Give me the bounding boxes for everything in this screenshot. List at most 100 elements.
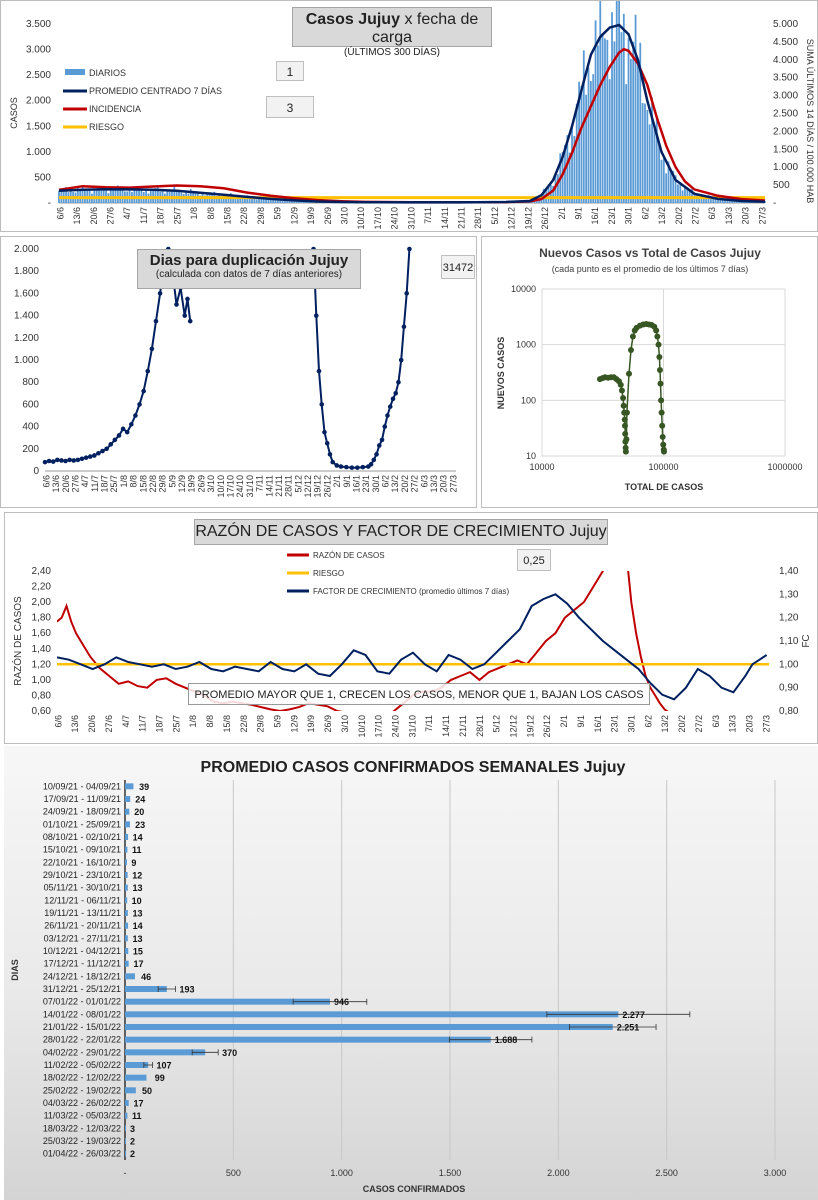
semanal-bar: [125, 808, 130, 815]
casos-bar-diario: [627, 38, 630, 203]
casos-bar-diario: [260, 198, 263, 203]
duplicacion-xtick: 20/2: [400, 475, 410, 493]
casos-xtick: 4/7: [122, 207, 132, 220]
casos-bar-diario: [618, 1, 620, 203]
nuevos-point: [621, 416, 628, 423]
casos-xtick: 1/8: [189, 207, 199, 220]
semanal-value-label: 17: [134, 1099, 144, 1109]
casos-xtick: 31/10: [406, 207, 416, 230]
duplicacion-point: [108, 442, 114, 447]
duplicacion-xtick: 7/11: [255, 475, 265, 492]
casos-xtick: 13/2: [657, 207, 667, 225]
casos-ylabel: CASOS: [9, 97, 19, 129]
semanal-value-label: 370: [222, 1048, 237, 1058]
razon-xtick: 6/3: [711, 715, 721, 728]
casos-bar-diario: [632, 41, 635, 204]
razon-panel: 0,60 0,80 1,00 1,20 1,40 1,60 1,80 2,00 2,20 2,40…: [4, 512, 818, 744]
casos-xtick: 24/10: [390, 207, 400, 230]
casos-bar-diario: [248, 196, 251, 203]
duplicacion-point: [133, 413, 138, 418]
casos-bar-diario: [253, 197, 256, 203]
casos-bar-diario: [549, 184, 552, 203]
nuevos-point: [659, 433, 666, 440]
duplicacion-xtick: 25/7: [109, 475, 119, 493]
casos-bar-diario: [651, 97, 653, 203]
casos-bar-diario: [236, 196, 239, 203]
semanal-value-label: 13: [132, 909, 142, 919]
duplicacion-point: [120, 426, 126, 432]
casos-bar-diario: [587, 67, 590, 204]
razon-legend-label: RIESGO: [313, 569, 344, 578]
semanal-value-label: 24: [135, 795, 145, 805]
semanal-value-label: 12: [132, 871, 142, 881]
duplicacion-xtick: 27/6: [70, 475, 80, 493]
semanal-category: 04/03/22 - 26/02/22: [43, 1098, 121, 1108]
casos-xtick: 7/11: [423, 207, 433, 224]
duplicacion-point: [75, 457, 81, 463]
semanal-bar: [125, 897, 128, 904]
casos-bar-diario: [599, 1, 602, 203]
semanal-value-label: 50: [142, 1086, 152, 1096]
casos-bar-diario: [672, 170, 675, 203]
nuevos-point: [660, 441, 667, 448]
semanal-value-label: 10: [132, 896, 142, 906]
semanal-value-label: 3: [130, 1124, 135, 1134]
casos-legend-label: DIARIOS: [89, 68, 126, 78]
casos-bar-diario: [258, 197, 260, 203]
casos-box-1: 1: [276, 61, 304, 81]
casos-bar-diario: [691, 188, 693, 203]
semanal-category: 10/12/21 - 04/12/21: [43, 946, 121, 956]
duplicacion-point: [368, 462, 374, 467]
casos-ytick-right: 4.500: [773, 37, 798, 48]
casos-bar-diario: [658, 142, 660, 203]
casos-xtick: 10/10: [356, 207, 366, 230]
duplicacion-point: [338, 464, 344, 469]
semanal-category: 24/09/21 - 18/09/21: [43, 807, 121, 817]
casos-bar-diario: [738, 201, 741, 203]
duplicacion-point: [316, 368, 322, 374]
semanal-category: 15/10/21 - 09/10/21: [43, 845, 121, 855]
duplicacion-point: [104, 446, 109, 452]
casos-ytick-left: -: [48, 198, 51, 209]
casos-xtick: 27/2: [691, 207, 701, 225]
semanal-value-label: 2: [130, 1149, 135, 1159]
semanal-category: 17/12/21 - 11/12/21: [44, 959, 121, 969]
casos-bar-diario: [156, 186, 159, 203]
razon-ytick-right: 0,80: [779, 706, 799, 717]
casos-bar-diario: [615, 1, 618, 203]
semanal-title: PROMEDIO CASOS CONFIRMADOS SEMANALES Juj…: [201, 759, 626, 776]
duplicacion-xtick: 16/1: [351, 475, 361, 493]
razon-xtick: 26/9: [323, 715, 333, 733]
semanal-bar: [125, 935, 128, 942]
semanal-value-label: 13: [132, 934, 142, 944]
semanal-bar: [125, 1125, 126, 1132]
casos-ytick-right: -: [773, 198, 776, 209]
duplicacion-ytick: 600: [22, 399, 39, 410]
casos-bar-diario: [714, 198, 717, 203]
semanal-bar: [125, 1011, 619, 1018]
semanal-bar: [125, 973, 135, 980]
duplicacion-ytick: 1.800: [14, 266, 39, 277]
razon-annotation: PROMEDIO MAYOR QUE 1, CRECEN LOS CASOS, …: [188, 683, 650, 705]
semanal-category: 11/03/22 - 05/03/22: [44, 1111, 121, 1121]
casos-ylabel-right: SUMA ÚLTIMOS 14 DÍAS / 100.000 HAB: [805, 39, 815, 203]
casos-bar-diario: [702, 195, 705, 203]
casos-bar-diario: [262, 197, 265, 203]
casos-bar-diario: [592, 74, 595, 203]
duplicacion-xtick: 11/7: [90, 475, 100, 492]
razon-ytick-left: 1,00: [32, 675, 52, 686]
casos-bar-diario: [251, 197, 253, 203]
casos-bar-diario: [662, 157, 665, 203]
duplicacion-point: [83, 455, 89, 460]
casos-bar-diario: [274, 199, 277, 203]
semanal-value-label: 46: [141, 972, 151, 982]
razon-xtick: 3/10: [340, 715, 350, 733]
nuevos-point: [620, 402, 627, 409]
casos-bar-diario: [717, 199, 719, 203]
duplicacion-point: [398, 357, 404, 363]
semanal-value-label: 11: [132, 845, 142, 855]
casos-bar-diario: [613, 41, 616, 203]
duplicacion-point: [96, 450, 101, 456]
semanal-category: 05/11/21 - 30/10/21: [44, 883, 121, 893]
casos-xtick: 8/8: [206, 207, 216, 220]
